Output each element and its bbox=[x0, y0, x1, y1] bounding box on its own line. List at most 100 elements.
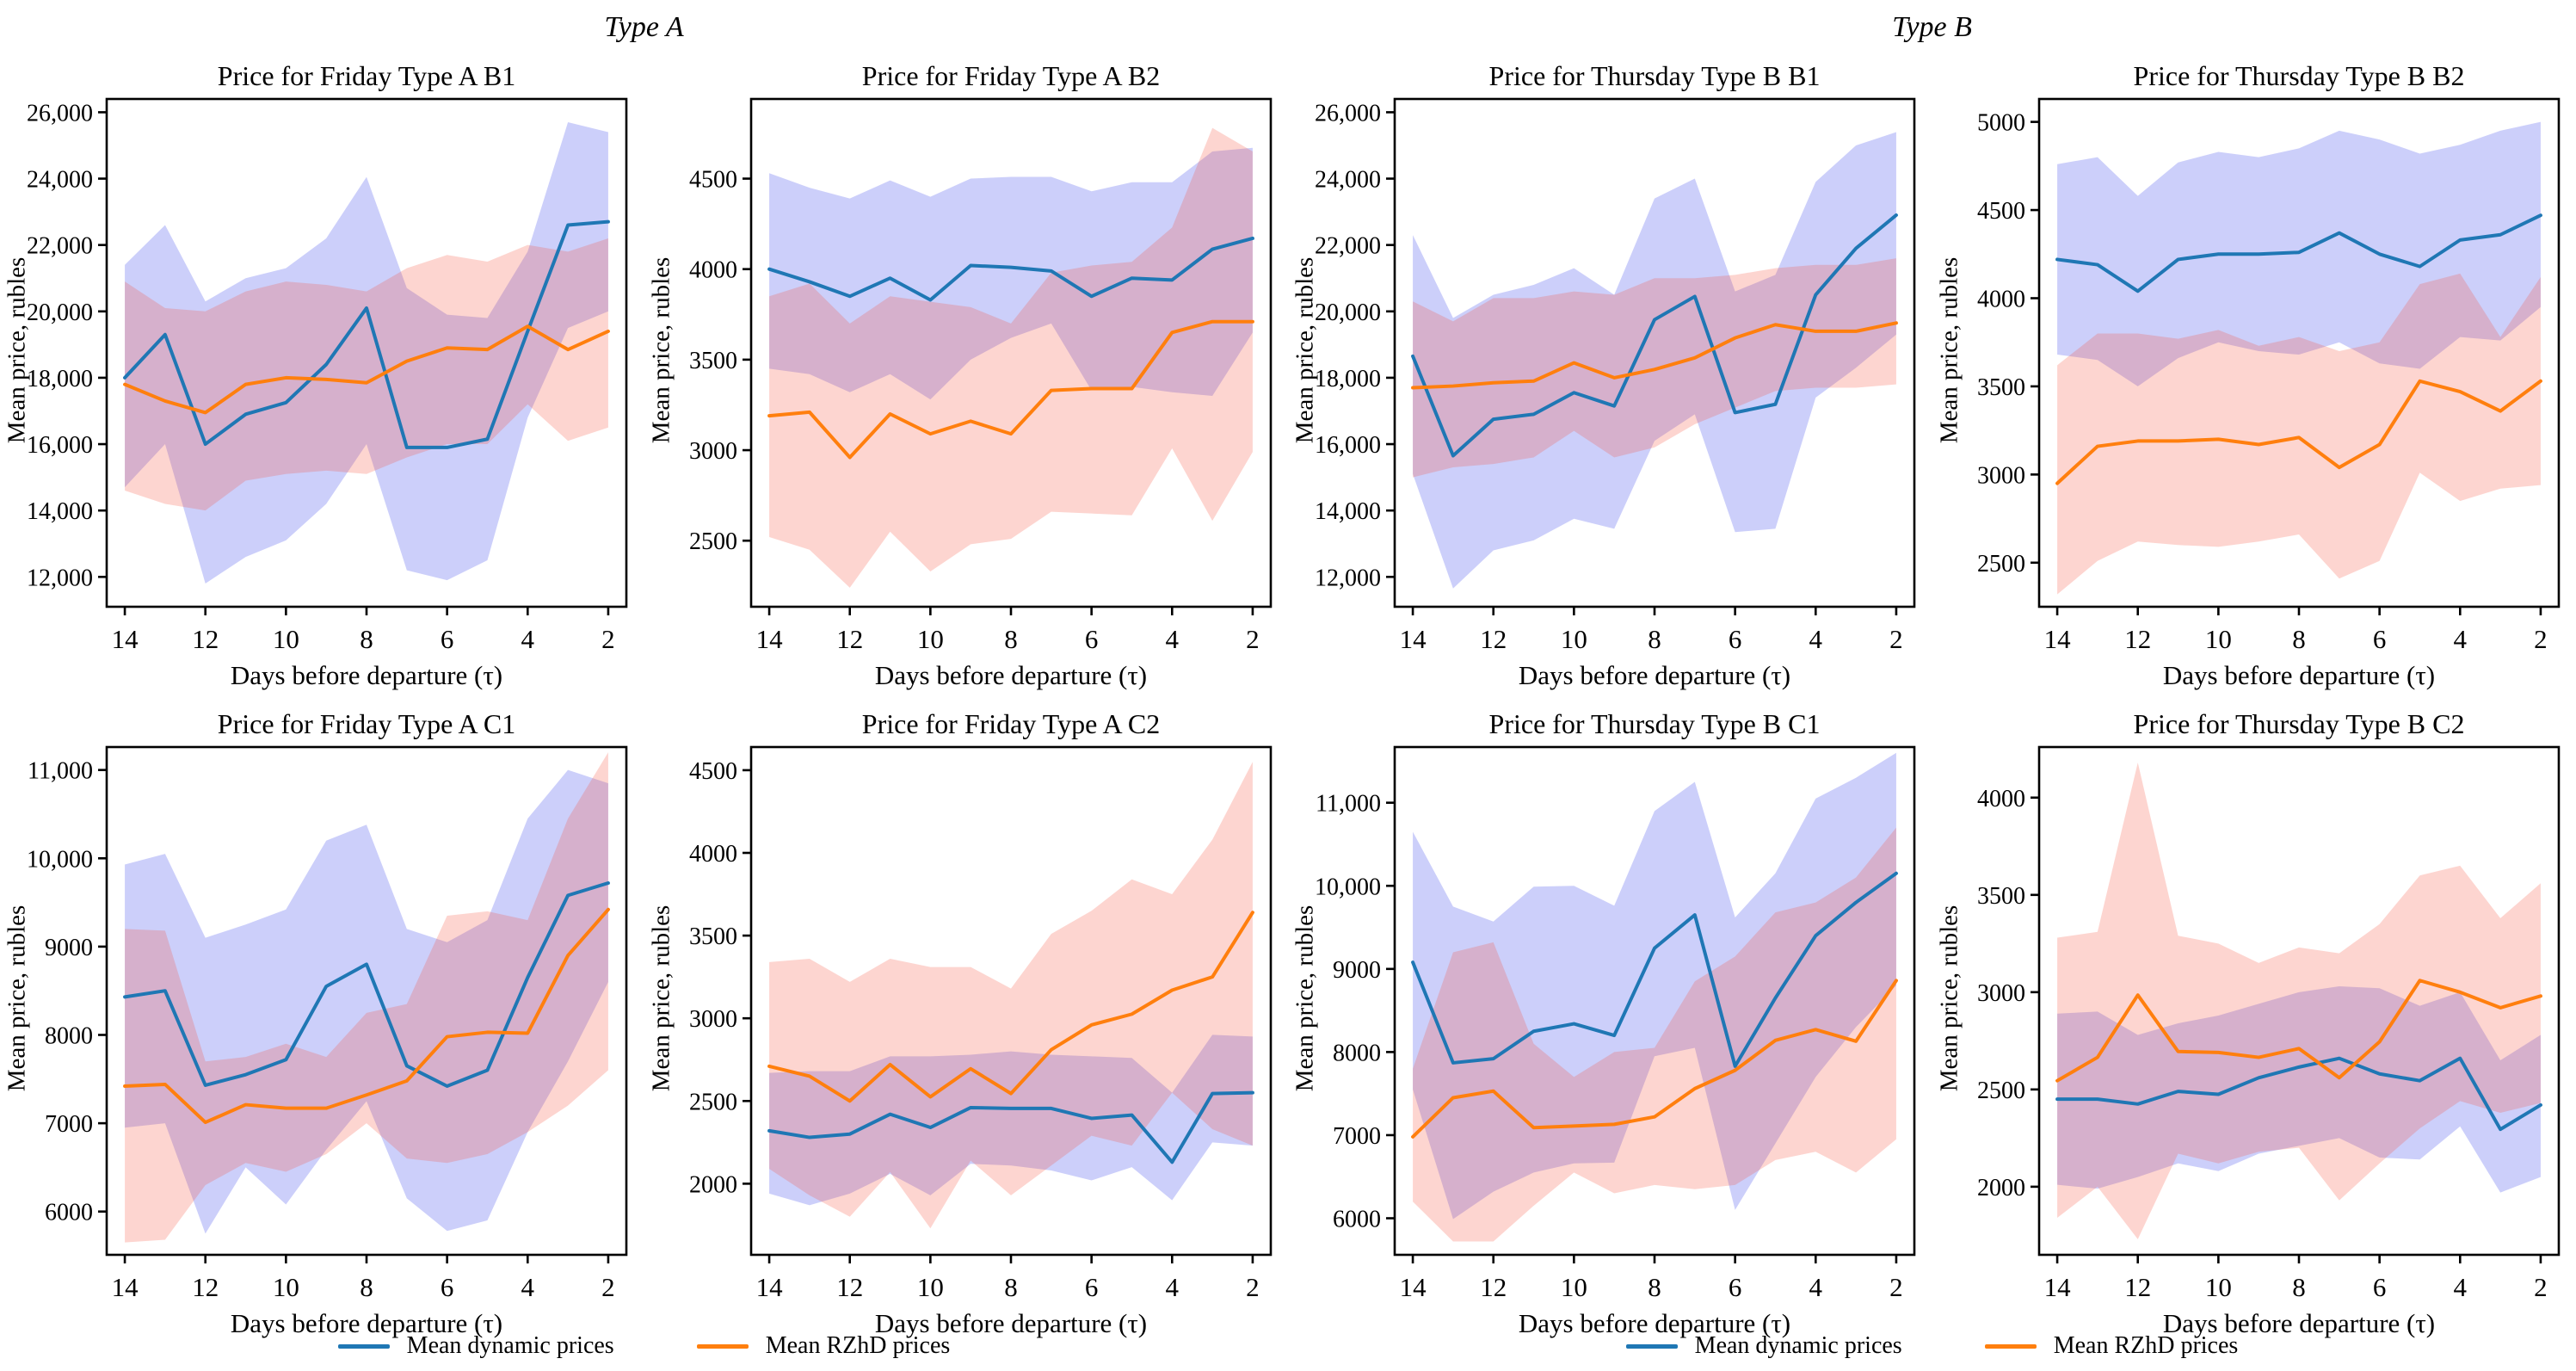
chart-friday-a-b1: Price for Friday Type A B1 Mean price, r… bbox=[0, 47, 644, 690]
svg-text:3500: 3500 bbox=[689, 348, 737, 374]
svg-text:10: 10 bbox=[1561, 624, 1587, 654]
svg-text:14: 14 bbox=[112, 624, 139, 654]
chart-title: Price for Thursday Type B C1 bbox=[1488, 708, 1821, 739]
x-axis-label: Days before departure (τ) bbox=[1518, 660, 1791, 690]
svg-text:2: 2 bbox=[1889, 1272, 1903, 1302]
svg-text:2: 2 bbox=[2534, 1272, 2548, 1302]
svg-text:10: 10 bbox=[1561, 1272, 1587, 1302]
svg-text:10: 10 bbox=[2205, 624, 2232, 654]
svg-text:8: 8 bbox=[1004, 624, 1018, 654]
svg-text:3500: 3500 bbox=[1977, 374, 2025, 401]
svg-text:8: 8 bbox=[1648, 624, 1661, 654]
svg-text:3500: 3500 bbox=[689, 923, 737, 950]
svg-text:10: 10 bbox=[273, 624, 299, 654]
svg-text:26,000: 26,000 bbox=[1315, 100, 1381, 127]
chart-thursday-b-c1: Price for Thursday Type B C1 Mean price,… bbox=[1288, 695, 1932, 1338]
svg-text:4: 4 bbox=[1166, 1272, 1180, 1302]
svg-text:14: 14 bbox=[756, 1272, 784, 1302]
svg-text:10,000: 10,000 bbox=[1315, 874, 1381, 900]
svg-text:4500: 4500 bbox=[1977, 198, 2025, 225]
chart-title: Price for Friday Type A B1 bbox=[217, 60, 516, 91]
svg-text:10,000: 10,000 bbox=[27, 846, 93, 873]
svg-text:20,000: 20,000 bbox=[27, 300, 93, 326]
friday-a-b1-plot: 12,000 14,000 16,000 18,000 20,000 22,000 24,0… bbox=[27, 97, 628, 654]
svg-text:16,000: 16,000 bbox=[1315, 432, 1381, 459]
chart-thursday-b-b1: Price for Thursday Type B B1 Mean price,… bbox=[1288, 47, 1932, 690]
svg-text:3000: 3000 bbox=[1977, 980, 2025, 1007]
svg-text:22,000: 22,000 bbox=[27, 233, 93, 260]
thursday-b-b2-plot: 2500 3000 3500 4000 4500 5000 14 12 10 8 6 4 2 bbox=[1977, 97, 2561, 654]
svg-text:4500: 4500 bbox=[689, 167, 737, 194]
svg-text:4000: 4000 bbox=[1977, 786, 2025, 812]
svg-text:7000: 7000 bbox=[45, 1111, 93, 1138]
chart-title: Price for Thursday Type B B2 bbox=[2133, 60, 2465, 91]
svg-text:7000: 7000 bbox=[1333, 1123, 1381, 1150]
legend-label: Mean dynamic prices bbox=[406, 1332, 614, 1359]
svg-text:24,000: 24,000 bbox=[1315, 167, 1381, 194]
svg-text:14: 14 bbox=[756, 624, 784, 654]
svg-text:4: 4 bbox=[2454, 624, 2468, 654]
svg-text:2500: 2500 bbox=[689, 1089, 737, 1115]
x-axis-label: Days before departure (τ) bbox=[874, 1308, 1148, 1338]
svg-text:12: 12 bbox=[2124, 1272, 2151, 1302]
svg-text:4000: 4000 bbox=[689, 257, 737, 284]
svg-text:6: 6 bbox=[1085, 1272, 1099, 1302]
svg-text:4: 4 bbox=[1809, 1272, 1823, 1302]
svg-text:2: 2 bbox=[601, 1272, 615, 1302]
group-title-type-b: Type B bbox=[1892, 11, 1972, 43]
svg-text:8000: 8000 bbox=[45, 1023, 93, 1050]
svg-text:3000: 3000 bbox=[689, 438, 737, 465]
svg-text:5000: 5000 bbox=[1977, 110, 2025, 137]
svg-text:4: 4 bbox=[2454, 1272, 2468, 1302]
svg-text:14: 14 bbox=[2044, 624, 2072, 654]
svg-text:18,000: 18,000 bbox=[1315, 366, 1381, 392]
svg-text:6: 6 bbox=[2373, 1272, 2387, 1302]
x-axis-label: Days before departure (τ) bbox=[1518, 1308, 1791, 1338]
svg-text:12: 12 bbox=[192, 1272, 219, 1302]
svg-text:14,000: 14,000 bbox=[27, 498, 93, 525]
svg-text:14: 14 bbox=[1400, 1272, 1427, 1302]
svg-text:6: 6 bbox=[2373, 624, 2387, 654]
svg-text:8: 8 bbox=[2292, 1272, 2306, 1302]
svg-text:3500: 3500 bbox=[1977, 883, 2025, 910]
svg-text:4: 4 bbox=[521, 624, 535, 654]
svg-text:20,000: 20,000 bbox=[1315, 300, 1381, 326]
svg-text:2500: 2500 bbox=[1977, 1078, 2025, 1104]
chart-title: Price for Thursday Type B B1 bbox=[1488, 60, 1821, 91]
svg-text:14,000: 14,000 bbox=[1315, 498, 1381, 525]
friday-a-c1-plot: 6000 7000 8000 9000 10,000 11,000 14 12 10 8 6 4 2 bbox=[27, 745, 628, 1302]
svg-text:2000: 2000 bbox=[689, 1171, 737, 1198]
svg-text:6000: 6000 bbox=[45, 1200, 93, 1226]
svg-text:6: 6 bbox=[441, 624, 454, 654]
chart-friday-a-b2: Price for Friday Type A B2 Mean price, r… bbox=[644, 47, 1288, 690]
svg-text:11,000: 11,000 bbox=[1316, 791, 1381, 818]
legend-type-a: Mean dynamic prices Mean RZhD prices bbox=[0, 1331, 1288, 1361]
chart-title: Price for Friday Type A C2 bbox=[861, 708, 1161, 739]
svg-text:4500: 4500 bbox=[689, 758, 737, 785]
legend-type-b: Mean dynamic prices Mean RZhD prices bbox=[1288, 1331, 2576, 1361]
svg-text:2: 2 bbox=[601, 624, 615, 654]
svg-text:3000: 3000 bbox=[689, 1006, 737, 1033]
friday-a-c2-plot: 2000 2500 3000 3500 4000 4500 14 12 10 8 6 4 2 bbox=[689, 745, 1273, 1302]
rzhd-line-swatch-icon bbox=[696, 1343, 749, 1349]
chart-thursday-b-b2: Price for Thursday Type B B2 Mean price,… bbox=[1932, 47, 2576, 690]
legend-item-dynamic: Mean dynamic prices bbox=[337, 1331, 614, 1361]
svg-text:3000: 3000 bbox=[1977, 462, 2025, 489]
x-axis-label: Days before departure (τ) bbox=[230, 660, 503, 690]
dynamic-line-swatch-icon bbox=[1625, 1343, 1678, 1349]
svg-text:2: 2 bbox=[1246, 1272, 1260, 1302]
svg-text:4: 4 bbox=[521, 1272, 535, 1302]
svg-text:2500: 2500 bbox=[1977, 551, 2025, 577]
svg-text:2500: 2500 bbox=[689, 528, 737, 555]
svg-text:10: 10 bbox=[2205, 1272, 2232, 1302]
svg-text:8000: 8000 bbox=[1333, 1040, 1381, 1066]
x-axis-label: Days before departure (τ) bbox=[874, 660, 1148, 690]
chart-title: Price for Thursday Type B C2 bbox=[2133, 708, 2465, 739]
chart-title: Price for Friday Type A B2 bbox=[861, 60, 1161, 91]
svg-text:22,000: 22,000 bbox=[1315, 233, 1381, 260]
dynamic-line-swatch-icon bbox=[337, 1343, 390, 1349]
svg-text:6000: 6000 bbox=[1333, 1207, 1381, 1233]
svg-text:6: 6 bbox=[441, 1272, 454, 1302]
svg-text:2: 2 bbox=[2534, 624, 2548, 654]
thursday-b-c2-plot: 2000 2500 3000 3500 4000 14 12 10 8 6 4 2 bbox=[1977, 745, 2561, 1302]
